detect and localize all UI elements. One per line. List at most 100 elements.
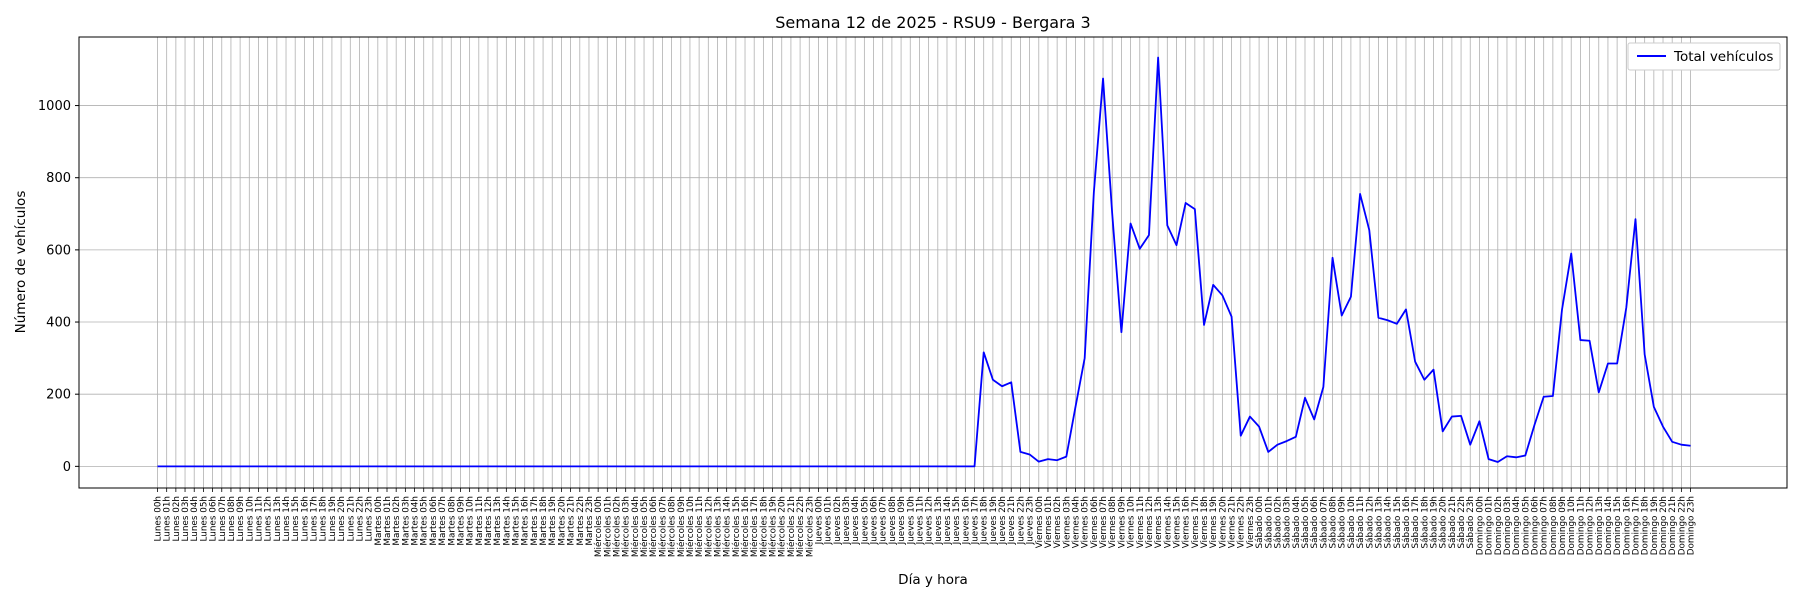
x-tick-label: Lunes 07h [218, 496, 228, 541]
x-tick-label: Viernes 20h [1218, 496, 1228, 548]
x-tick-label: Martes 01h [383, 496, 393, 546]
x-tick-label: Jueves 17h [971, 496, 981, 545]
x-tick-label: Domingo 22h [1677, 496, 1687, 555]
x-tick-label: Jueves 19h [989, 496, 999, 545]
x-tick-label: Miércoles 07h [657, 496, 668, 557]
x-tick-label: Miércoles 21h [786, 496, 797, 557]
y-tick-label: 800 [46, 171, 71, 186]
x-tick-label: Miércoles 22h [795, 496, 806, 557]
x-tick-label: Jueves 11h [915, 496, 925, 545]
x-tick-label: Domingo 20h [1659, 496, 1669, 555]
x-tick-label: Lunes 22h [355, 496, 365, 541]
x-tick-label: Domingo 19h [1650, 496, 1660, 555]
x-tick-label: Lunes 23h [365, 496, 375, 541]
legend-box [1627, 42, 1781, 71]
x-tick-label: Sábado 16h [1402, 496, 1412, 548]
x-tick-label: Jueves 15h [952, 496, 962, 545]
x-tick-label: Jueves 03h [842, 496, 852, 545]
x-tick-label: Jueves 02h [833, 496, 843, 545]
x-axis-label: Día y hora [898, 572, 968, 588]
x-tick-label: Viernes 12h [1145, 496, 1155, 548]
x-tick-label: Viernes 10h [1127, 496, 1137, 548]
x-tick-label: Jueves 21h [1007, 496, 1017, 545]
x-tick-label: Miércoles 13h [712, 496, 723, 557]
x-tick-label: Lunes 02h [172, 496, 182, 541]
x-tick-label: Jueves 22h [1016, 496, 1026, 545]
x-tick-label: Viernes 09h [1117, 496, 1127, 548]
x-tick-label: Miércoles 01h [602, 496, 613, 557]
x-tick-label: Jueves 13h [934, 496, 944, 545]
x-tick-label: Martes 07h [438, 496, 448, 546]
x-tick-label: Domingo 18h [1641, 496, 1651, 555]
x-tick-label: Sábado 17h [1411, 496, 1421, 548]
chart-title: Semana 12 de 2025 - RSU9 - Bergara 3 [775, 13, 1090, 32]
x-tick-label: Martes 20h [557, 496, 567, 546]
x-tick-label: Miércoles 20h [777, 496, 788, 557]
x-tick-label: Domingo 02h [1494, 496, 1504, 555]
x-tick-label: Viernes 02h [1053, 496, 1063, 548]
x-tick-label: Domingo 16h [1622, 496, 1632, 555]
x-tick-label: Miércoles 12h [703, 496, 714, 557]
x-tick-label: Sábado 04h [1292, 496, 1302, 548]
x-tick-label: Lunes 03h [181, 496, 191, 541]
x-tick-label: Sábado 13h [1374, 496, 1384, 548]
x-tick-label: Domingo 13h [1595, 496, 1605, 555]
x-tick-label: Martes 21h [567, 496, 577, 546]
plot-area-frame [78, 36, 1788, 489]
x-tick-label: Sábado 21h [1448, 496, 1458, 548]
x-tick-label: Miércoles 11h [694, 496, 705, 557]
x-tick-label: Viernes 13h [1154, 496, 1164, 548]
x-tick-label: Miércoles 00h [593, 496, 604, 557]
x-tick-label: Domingo 14h [1604, 496, 1614, 555]
x-tick-label: Martes 22h [576, 496, 586, 546]
x-tick-label: Viernes 19h [1209, 496, 1219, 548]
x-tick-label: Sábado 19h [1430, 496, 1440, 548]
x-tick-label: Miércoles 19h [768, 496, 779, 557]
x-tick-label: Domingo 09h [1558, 496, 1568, 555]
x-tick-label: Sábado 05h [1301, 496, 1311, 548]
y-axis-label: Número de vehículos [13, 191, 29, 334]
x-tick-label: Domingo 23h [1687, 496, 1697, 555]
x-tick-label: Sábado 02h [1273, 496, 1283, 548]
y-tick-label: 600 [46, 243, 71, 258]
x-tick-label: Domingo 15h [1613, 496, 1623, 555]
x-tick-label: Viernes 22h [1237, 496, 1247, 548]
x-tick-label: Sábado 03h [1283, 496, 1293, 548]
x-tick-label: Sábado 08h [1329, 496, 1339, 548]
x-tick-label: Martes 23h [585, 496, 595, 546]
x-tick-label: Domingo 01h [1485, 496, 1495, 555]
x-tick-label: Sábado 12h [1365, 496, 1375, 548]
x-tick-label: Jueves 05h [860, 496, 870, 545]
x-tick-label: Viernes 17h [1191, 496, 1201, 548]
x-tick-label: Viernes 21h [1228, 496, 1238, 548]
x-tick-label: Domingo 11h [1576, 496, 1586, 555]
x-tick-label: Sábado 20h [1439, 496, 1449, 548]
x-tick-label: Miércoles 08h [667, 496, 678, 557]
x-tick-label: Domingo 07h [1540, 496, 1550, 555]
x-tick-label: Lunes 15h [291, 496, 301, 541]
x-tick-label: Lunes 20h [337, 496, 347, 541]
x-tick-label: Martes 00h [374, 496, 384, 546]
x-tick-label: Martes 02h [392, 496, 402, 546]
x-tick-label: Lunes 01h [163, 496, 173, 541]
x-tick-label: Lunes 16h [300, 496, 310, 541]
x-tick-label: Martes 08h [447, 496, 457, 546]
x-tick-label: Lunes 10h [245, 496, 255, 541]
x-tick-label: Sábado 06h [1310, 496, 1320, 548]
x-tick-label: Martes 04h [411, 496, 421, 546]
y-tick-label: 200 [46, 388, 71, 403]
series-layer [157, 56, 1691, 468]
x-tick-label: Lunes 11h [254, 496, 264, 541]
y-tick-label: 400 [46, 316, 71, 331]
x-tick-label: Domingo 21h [1668, 496, 1678, 555]
x-tick-label: Martes 13h [493, 496, 503, 546]
x-tick-label: Viernes 05h [1081, 496, 1091, 548]
x-tick-label: Sábado 10h [1347, 496, 1357, 548]
series-line-total-vehiculos [157, 56, 1691, 468]
x-tick-label: Sábado 22h [1457, 496, 1467, 548]
x-tick-label: Jueves 23h [1026, 496, 1036, 545]
x-tick-label: Miércoles 04h [630, 496, 641, 557]
x-tick-label: Sábado 07h [1319, 496, 1329, 548]
x-tick-label: Miércoles 03h [621, 496, 632, 557]
x-tick-label: Lunes 19h [328, 496, 338, 541]
